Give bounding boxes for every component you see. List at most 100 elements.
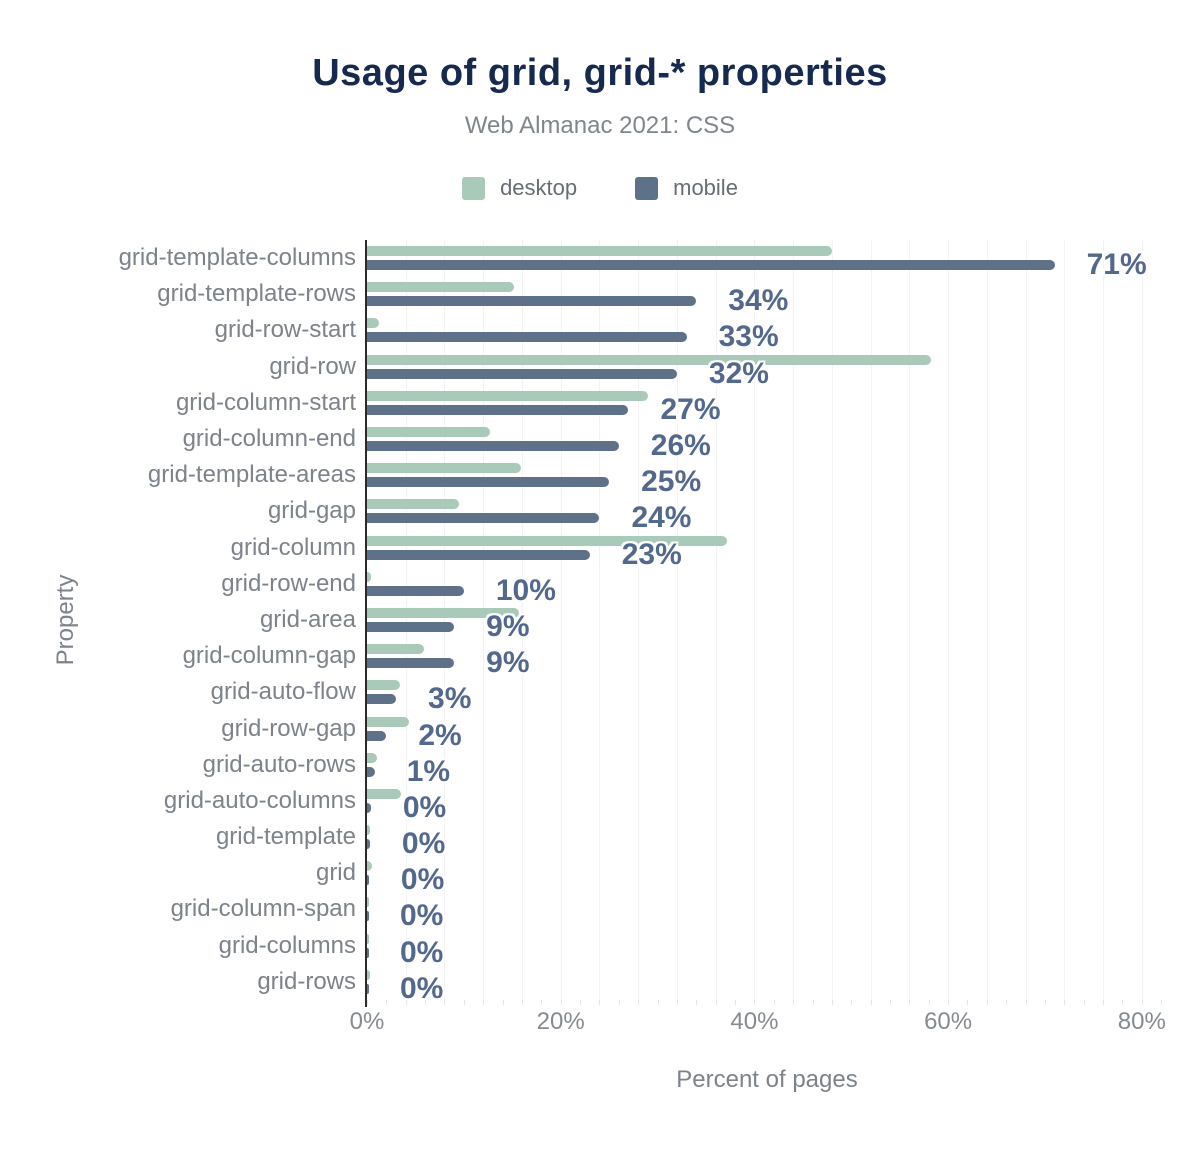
mobile-bar (367, 694, 397, 705)
category-label: grid-row (269, 352, 356, 380)
desktop-bar (367, 861, 372, 872)
gridline (676, 240, 678, 1000)
mobile-bar (367, 730, 387, 741)
category-label: grid-row-start (214, 316, 356, 344)
desktop-bar (367, 463, 521, 474)
desktop-bar (367, 897, 369, 908)
minor-tick-icon (889, 1000, 891, 1005)
value-label: 32% (708, 356, 769, 390)
gridline (444, 240, 446, 1000)
bar-row: 26% (367, 421, 1167, 462)
mobile-bar (367, 947, 369, 958)
desktop-bar (367, 825, 370, 836)
value-label: 0% (399, 971, 444, 1005)
minor-tick-icon (967, 1000, 969, 1005)
gridline (405, 240, 407, 1000)
minor-tick-icon (715, 1000, 717, 1005)
gridline (521, 240, 523, 1000)
category-label: grid-column-end (182, 425, 356, 453)
legend-label-mobile: mobile (673, 175, 738, 200)
gridline (831, 240, 833, 1000)
mobile-bar (367, 658, 455, 669)
bar-row: 27% (367, 385, 1167, 426)
gridline (560, 240, 562, 1000)
minor-tick-icon (948, 1000, 950, 1005)
gridline (638, 240, 640, 1000)
mobile-bar (367, 983, 369, 994)
legend-item-mobile[interactable]: mobile (635, 175, 738, 201)
minor-tick-icon (1044, 1000, 1046, 1005)
desktop-bar (367, 499, 459, 510)
desktop-swatch-icon (462, 176, 486, 200)
minor-tick-icon (463, 1000, 465, 1005)
minor-tick-icon (909, 1000, 911, 1005)
minor-tick-icon (657, 1000, 659, 1005)
minor-tick-icon (773, 1000, 775, 1005)
category-label: grid-auto-flow (210, 678, 356, 706)
mobile-bar (367, 585, 464, 596)
x-tick-label: 0% (349, 1008, 385, 1035)
category-label: grid (315, 859, 356, 887)
mobile-bar (367, 766, 375, 777)
desktop-bar (367, 571, 371, 582)
minor-tick-icon (618, 1000, 620, 1005)
mobile-bar (367, 477, 610, 488)
mobile-bar (367, 404, 629, 415)
value-label: 0% (400, 863, 445, 897)
value-label: 0% (401, 827, 446, 861)
desktop-bar (367, 390, 648, 401)
bar-row: 2% (367, 710, 1167, 752)
desktop-bar (367, 752, 377, 763)
minor-tick-icon (870, 1000, 872, 1005)
bar-row: 0% (367, 783, 1167, 824)
plot-area: 71% 34% 33% 32% 27% 26% 25% 24% 23% 10% 9% 9% 3% 2% 1%… (365, 240, 1167, 1007)
category-label: grid-template (215, 823, 356, 851)
minor-tick-icon (1064, 1000, 1066, 1005)
category-label: grid-template-areas (147, 461, 356, 489)
value-label: 71% (1086, 248, 1147, 282)
bar-row: 3% (367, 674, 1167, 715)
bar-row: 0% (367, 964, 1167, 1005)
mobile-bar (367, 513, 600, 524)
bar-row: 25% (367, 457, 1167, 498)
bar-row: 9% (367, 602, 1167, 643)
minor-tick-icon (405, 1000, 407, 1005)
bar-row: 34% (367, 276, 1167, 317)
desktop-bar (367, 644, 425, 655)
bar-row: 0% (367, 819, 1167, 860)
mobile-bar (367, 802, 371, 813)
gridline (754, 240, 756, 1000)
mobile-bar (367, 621, 455, 632)
desktop-bar (367, 969, 370, 980)
desktop-bar (367, 282, 515, 293)
minor-tick-icon (928, 1000, 930, 1005)
mobile-swatch-icon (635, 176, 659, 200)
gridline (909, 240, 911, 1000)
value-label: 25% (641, 465, 702, 499)
x-tick-label: 60% (924, 1008, 973, 1035)
category-label: grid-rows (257, 967, 356, 995)
x-tick-label: 20% (536, 1008, 585, 1035)
x-axis-ticks: 0% 20% 40% 60% 80% (350, 1008, 1167, 1038)
desktop-bar (367, 246, 832, 257)
minor-tick-icon (580, 1000, 582, 1005)
mobile-bar (367, 839, 370, 850)
gridline (715, 240, 717, 1000)
category-label: grid-auto-columns (163, 786, 356, 814)
category-label: grid-row-end (221, 569, 356, 597)
value-label: 23% (621, 537, 682, 571)
desktop-bar (367, 427, 490, 438)
value-label: 24% (631, 501, 692, 535)
value-label: 27% (660, 392, 721, 426)
bar-row: 10% (367, 566, 1167, 607)
minor-tick-icon (696, 1000, 698, 1005)
legend-item-desktop[interactable]: desktop (462, 175, 577, 201)
desktop-bar (367, 933, 369, 944)
minor-tick-icon (986, 1000, 988, 1005)
bar-row: 1% (367, 747, 1167, 788)
bar-row: 32% (367, 349, 1167, 390)
mobile-bar (367, 549, 590, 560)
gridline (793, 240, 795, 1000)
minor-tick-icon (754, 1000, 756, 1005)
category-label: grid-column-gap (182, 642, 356, 670)
